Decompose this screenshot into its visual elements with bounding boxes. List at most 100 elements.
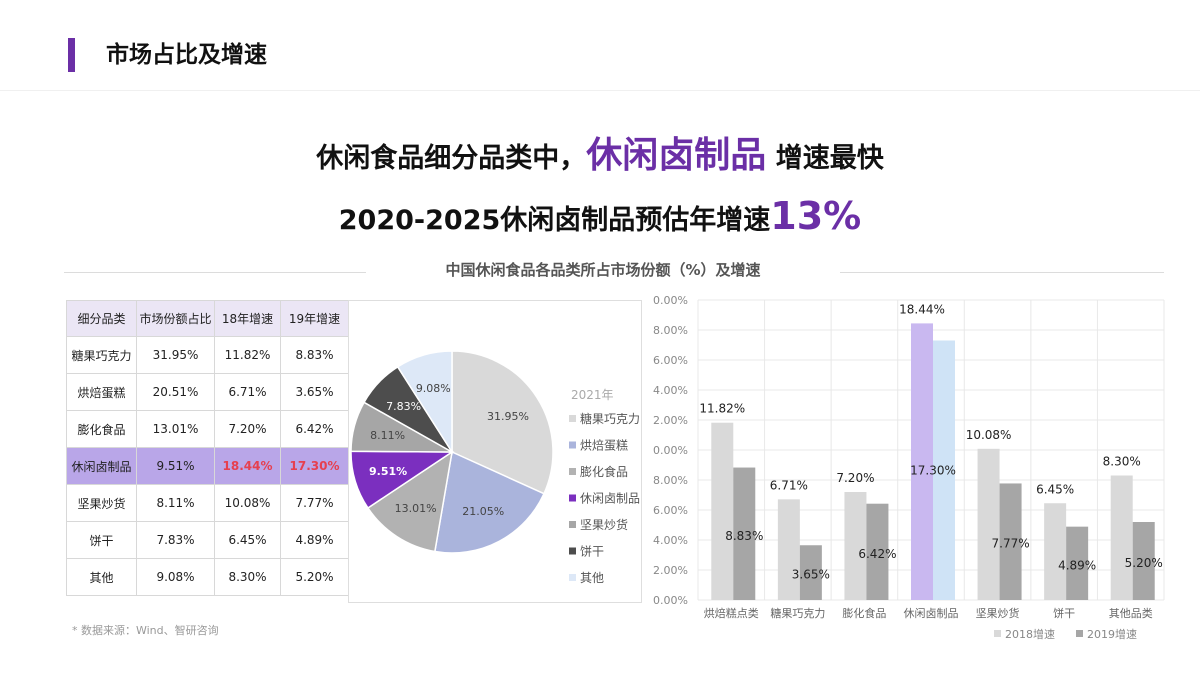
pie-legend-swatch	[569, 468, 576, 475]
bar-2018	[777, 499, 800, 600]
table-cell-emphasis: 18.44%	[214, 447, 281, 485]
bar-2018	[911, 323, 933, 600]
pie-slice-label: 21.05%	[462, 505, 504, 518]
pie-legend-label: 坚果炒货	[580, 517, 628, 532]
pie-legend-swatch	[569, 494, 576, 502]
bar-2019	[799, 545, 822, 600]
bar-y-tick-label: 10.00%	[652, 444, 688, 457]
headline-2-highlight: 13%	[770, 194, 862, 238]
bar-2019-value-label: 17.30%	[910, 463, 956, 477]
headline-2-pre: 2020-2025休闲卤制品预估年增速	[338, 205, 771, 236]
table-row: 烘焙蛋糕 20.51% 6.71% 3.65%	[66, 373, 349, 411]
pie-chart: 31.95% 21.05% 13.01% 9.51% 8.11% 7.83% 9.08% 20…	[350, 350, 640, 585]
bar-2019-value-label: 5.20%	[1125, 556, 1163, 570]
bar-y-tick-label: 16.00%	[652, 354, 688, 367]
table-cell: 6.71%	[214, 373, 281, 411]
market-share-table: 细分品类 市场份额占比 18年增速 19年增速 糖果巧克力 31.95% 11.…	[66, 300, 349, 596]
table-row-highlighted: 休闲卤制品 9.51% 18.44% 17.30%	[66, 447, 349, 485]
table-cell: 4.89%	[280, 521, 349, 559]
table-cell: 膨化食品	[66, 410, 137, 448]
headline-1-pre: 休闲食品细分品类中，	[316, 143, 587, 174]
table-cell: 3.65%	[280, 373, 349, 411]
table-cell: 7.20%	[214, 410, 281, 448]
table-row: 膨化食品 13.01% 7.20% 6.42%	[66, 410, 349, 448]
bar-y-tick-label: 2.00%	[653, 564, 688, 577]
bar-x-tick-label: 饼干	[1053, 606, 1075, 620]
bar-y-tick-label: 12.00%	[652, 414, 688, 427]
bar-2019-value-label: 4.89%	[1058, 558, 1096, 572]
table-header-cell: 市场份额占比	[136, 300, 215, 337]
pie-chart-panel: 31.95% 21.05% 13.01% 9.51% 8.11% 7.83% 9.08% 20…	[348, 300, 642, 603]
bar-x-tick-label: 膨化食品	[842, 606, 886, 620]
pie-slice-label: 31.95%	[487, 410, 529, 423]
bar-y-tick-label: 4.00%	[653, 534, 688, 547]
table-cell: 11.82%	[214, 336, 281, 374]
bar-legend-swatch-2019	[1076, 630, 1083, 637]
table-cell: 8.83%	[280, 336, 349, 374]
table-cell: 8.11%	[136, 484, 215, 522]
pie-slice-label: 7.83%	[386, 400, 421, 413]
bar-y-tick-label: 20.00%	[652, 294, 688, 307]
bar-2018-value-label: 18.44%	[899, 302, 945, 316]
table-cell: 7.77%	[280, 484, 349, 522]
table-cell: 7.83%	[136, 521, 215, 559]
bar-2018	[1110, 475, 1133, 600]
bar-2018-value-label: 6.45%	[1036, 482, 1074, 496]
table-cell-emphasis: 17.30%	[280, 447, 349, 485]
bar-chart: 0.00% 2.00% 4.00% 6.00% 8.00% 10.00% 12.00% 14.…	[646, 294, 1165, 641]
table-header-row: 细分品类 市场份额占比 18年增速 19年增速	[66, 300, 349, 337]
table-cell: 31.95%	[136, 336, 215, 374]
bar-y-tick-label: 14.00%	[652, 384, 688, 397]
bar-2019	[999, 483, 1022, 600]
table-row: 饼干 7.83% 6.45% 4.89%	[66, 521, 349, 559]
pie-slice-label: 13.01%	[395, 502, 437, 515]
pie-slice-label: 8.11%	[370, 429, 405, 442]
table-cell: 6.42%	[280, 410, 349, 448]
bar-2019-value-label: 3.65%	[792, 568, 830, 582]
pie-legend-swatch	[569, 521, 576, 528]
page-title: 市场占比及增速	[106, 42, 267, 68]
table-cell: 坚果炒货	[66, 484, 137, 522]
bar-2019-value-label: 8.83%	[725, 529, 763, 543]
table-cell: 5.20%	[280, 558, 349, 596]
bar-2018-value-label: 8.30%	[1103, 455, 1141, 469]
title-accent-bar	[68, 38, 75, 72]
pie-slice	[451, 350, 554, 495]
table-row: 坚果炒货 8.11% 10.08% 7.77%	[66, 484, 349, 522]
headline-1-highlight: 休闲卤制品	[586, 135, 767, 176]
bar-2019-value-label: 7.77%	[992, 537, 1030, 551]
headline-line-1: 休闲食品细分品类中，休闲卤制品 增速最快	[0, 132, 1200, 183]
pie-legend-label: 其他	[580, 571, 604, 585]
table-cell: 饼干	[66, 521, 137, 559]
table-cell: 8.30%	[214, 558, 281, 596]
chart-title-rule-left	[64, 272, 366, 273]
table-row: 糖果巧克力 31.95% 11.82% 8.83%	[66, 336, 349, 374]
bar-y-tick-label: 18.00%	[652, 324, 688, 337]
table-cell: 6.45%	[214, 521, 281, 559]
table-cell: 其他	[66, 558, 137, 596]
pie-legend-label: 膨化食品	[580, 464, 628, 479]
bar-y-tick-label: 8.00%	[653, 474, 688, 487]
pie-legend-swatch	[569, 415, 576, 422]
pie-slice-label: 9.08%	[416, 382, 451, 395]
bar-2019	[933, 340, 955, 600]
table-cell: 糖果巧克力	[66, 336, 137, 374]
source-note: * 数据来源：Wind、智研咨询	[72, 624, 219, 637]
pie-legend-title: 2021年	[571, 388, 614, 402]
bar-legend-label-2019: 2019增速	[1087, 627, 1137, 641]
bar-x-tick-label: 休闲卤制品	[904, 606, 959, 620]
bar-2018	[1044, 503, 1067, 600]
bar-x-tick-label: 其他品类	[1109, 606, 1153, 620]
chart-title: 中国休闲食品各品类所占市场份额（%）及增速	[445, 261, 761, 279]
pie-slice	[433, 450, 545, 554]
bar-2019-value-label: 6.42%	[858, 547, 896, 561]
pie-legend-swatch	[569, 574, 576, 581]
bar-x-tick-label: 烘焙糕点类	[704, 606, 759, 620]
bar-y-tick-label: 6.00%	[653, 504, 688, 517]
bar-2018-value-label: 7.20%	[836, 471, 874, 485]
bar-2019	[733, 467, 756, 600]
pie-slice	[366, 450, 454, 553]
pie-legend-swatch	[569, 547, 576, 555]
bar-y-tick-label: 0.00%	[653, 594, 688, 607]
table-header-cell: 18年增速	[214, 300, 281, 337]
